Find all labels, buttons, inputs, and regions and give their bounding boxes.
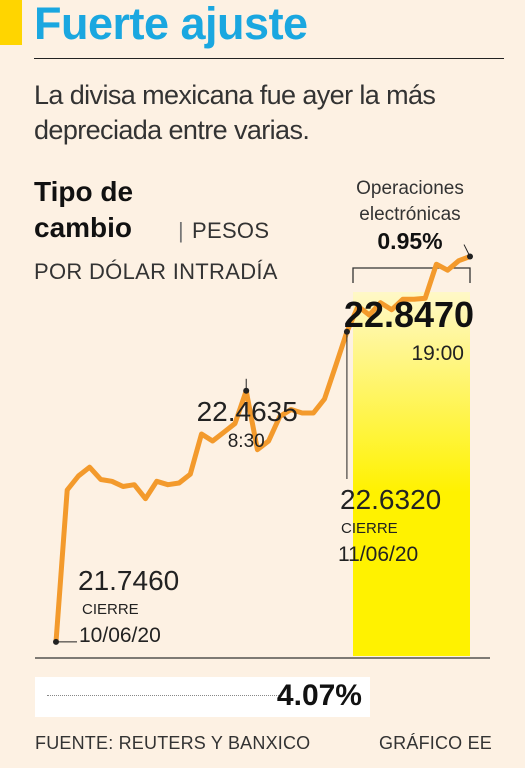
page-title: Fuerte ajuste [34,0,308,49]
electronic-ops-highlight [353,292,470,656]
chart-unit-line2: POR DÓLAR INTRADÍA [34,259,278,284]
summary-box: 4.07% [35,677,370,717]
electronic-ops-line2: electrónicas [359,204,461,225]
footer-source: FUENTE: REUTERS Y BANXICO [35,733,311,753]
title-band: Fuerte ajuste [0,0,525,62]
chart-unit-line1: | PESOS [178,218,269,244]
series-layer [53,254,473,645]
leader-end [463,244,471,257]
label-start-value: 21.7460 [78,565,179,596]
chart-title: Tipo de cambio [34,174,133,246]
chart-title-line2: cambio [34,212,133,243]
chart-unit-separator: | [178,218,185,243]
label-close-note2: 11/06/20 [338,543,418,566]
subtitle: La divisa mexicana fue ayer la más depre… [34,80,436,145]
footer-credit: GRÁFICO EE [378,733,492,753]
label-close-note1: CIERRE [341,520,398,537]
label-end-value: 22.8470 [344,294,474,335]
electronic-ops-label: Operaciones electrónicas [335,176,485,228]
chart-title-line1: Tipo de [34,176,134,207]
chart-unit-text1: PESOS [192,218,270,243]
label-close-value: 22.6320 [340,484,441,515]
electronic-ops-bracket [352,267,471,283]
electronic-ops-line1: Operaciones [356,178,464,199]
label-0830-note: 8:30 [228,431,265,452]
series-line [53,254,473,645]
title-rule [34,58,504,59]
title-accent-bar [0,0,22,45]
label-end-note: 19:00 [411,342,464,365]
electronic-ops-pct: 0.95% [377,228,443,254]
label-0830-value: 22.4635 [197,396,298,427]
summary-leader-dots [47,695,279,696]
summary-change-pct: 4.07% [276,679,362,712]
label-start-note2: 10/06/20 [79,624,161,647]
annotation-layer: 21.7460 CIERRE 10/06/20 22.4635 8:30 22.6320 C… [53,244,474,647]
label-start-note1: CIERRE [82,601,139,618]
